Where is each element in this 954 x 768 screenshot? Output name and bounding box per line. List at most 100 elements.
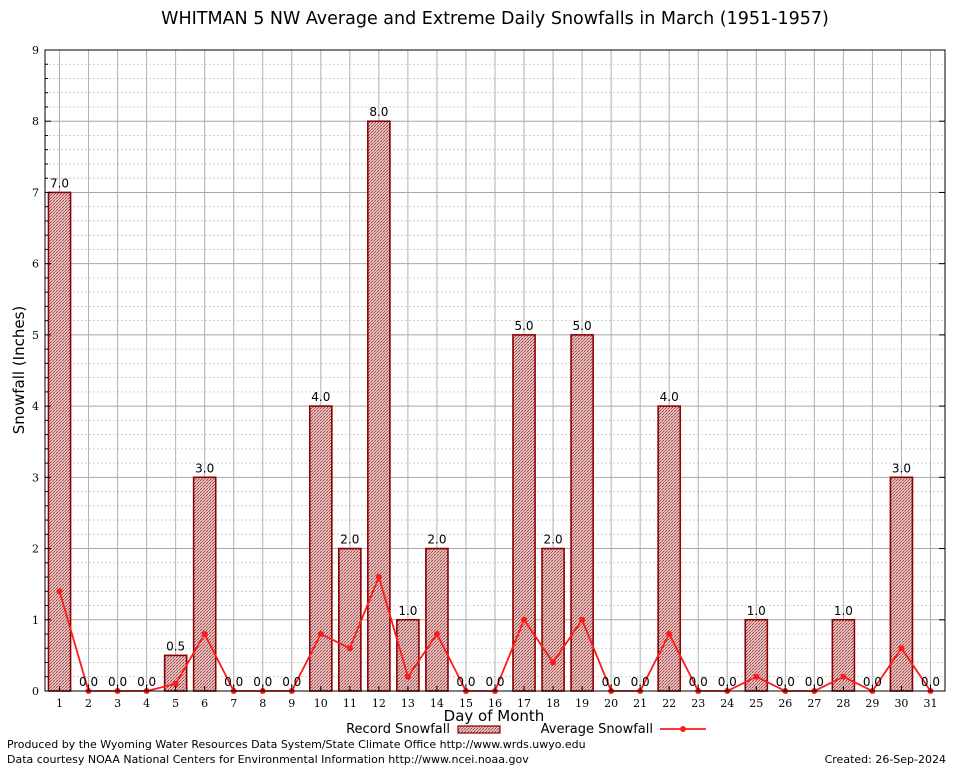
bar-value-label: 0.0	[689, 675, 708, 689]
x-tick-label: 24	[720, 697, 734, 710]
x-tick-label: 10	[314, 697, 328, 710]
bar-value-label: 0.0	[282, 675, 301, 689]
y-tick-label: 7	[32, 186, 39, 199]
average-point	[404, 673, 411, 680]
average-point	[840, 673, 847, 680]
bar-value-label: 5.0	[514, 319, 533, 333]
average-point	[579, 616, 586, 623]
bar-value-label: 0.0	[108, 675, 127, 689]
x-tick-label: 31	[923, 697, 937, 710]
bar-value-label: 0.0	[79, 675, 98, 689]
y-tick-label: 0	[32, 685, 39, 698]
bar-value-label: 1.0	[834, 604, 853, 618]
x-tick-label: 28	[836, 697, 850, 710]
bar-value-label: 0.0	[631, 675, 650, 689]
bar-value-label: 5.0	[573, 319, 592, 333]
y-tick-label: 9	[32, 44, 39, 57]
x-tick-label: 14	[430, 697, 444, 710]
x-tick-label: 5	[172, 697, 179, 710]
bar-value-label: 0.0	[456, 675, 475, 689]
bar-value-label: 2.0	[427, 533, 446, 547]
legend-average-marker	[680, 726, 686, 732]
bar-value-label: 2.0	[544, 533, 563, 547]
bar-value-label: 1.0	[747, 604, 766, 618]
x-tick-label: 6	[201, 697, 208, 710]
average-point	[172, 680, 179, 687]
plot-frame	[44, 49, 946, 692]
y-tick-label: 4	[32, 400, 39, 413]
average-point	[550, 659, 557, 666]
bar-value-label: 0.0	[485, 675, 504, 689]
x-tick-label: 17	[517, 697, 531, 710]
x-tick-label: 23	[691, 697, 705, 710]
bar-value-label: 4.0	[660, 390, 679, 404]
legend-record-swatch	[457, 725, 501, 734]
average-point	[375, 574, 382, 581]
bar-value-label: 0.0	[137, 675, 156, 689]
x-tick-label: 1	[56, 697, 63, 710]
average-point	[898, 645, 905, 652]
y-tick-label: 2	[32, 543, 39, 556]
record-bar	[425, 547, 449, 692]
y-tick-label: 6	[32, 258, 39, 271]
bar-value-label: 0.0	[718, 675, 737, 689]
average-point	[317, 631, 324, 638]
x-tick-label: 8	[259, 697, 266, 710]
x-tick-label: 12	[372, 697, 386, 710]
average-point	[753, 673, 760, 680]
legend: Record Snowfall Average Snowfall	[346, 722, 706, 737]
bar-value-label: 0.0	[863, 675, 882, 689]
x-tick-label: 21	[633, 697, 647, 710]
bar-value-label: 1.0	[398, 604, 417, 618]
x-tick-label: 22	[662, 697, 676, 710]
average-line	[56, 574, 934, 694]
x-tick-label: 26	[778, 697, 792, 710]
average-point	[56, 588, 63, 595]
x-tick-label: 27	[807, 697, 821, 710]
record-bar	[541, 547, 565, 692]
average-point	[666, 631, 673, 638]
footer-produced-by: Produced by the Wyoming Water Resources …	[7, 738, 586, 751]
average-point	[201, 631, 208, 638]
legend-record-label: Record Snowfall	[346, 722, 450, 737]
bar-value-label: 0.0	[253, 675, 272, 689]
bar-value-label: 2.0	[340, 533, 359, 547]
footer-created: Created: 26-Sep-2024	[824, 753, 946, 766]
x-axis-label: Day of Month	[444, 707, 545, 725]
average-point	[521, 616, 528, 623]
bar-value-label: 4.0	[311, 390, 330, 404]
bar-value-label: 0.0	[224, 675, 243, 689]
x-tick-label: 13	[401, 697, 415, 710]
x-tick-label: 20	[604, 697, 618, 710]
y-tick-label: 5	[32, 329, 39, 342]
x-tick-label: 2	[85, 697, 92, 710]
x-tick-label: 3	[114, 697, 121, 710]
bar-value-label: 0.0	[776, 675, 795, 689]
x-tick-label: 25	[749, 697, 763, 710]
x-tick-label: 30	[894, 697, 908, 710]
x-tick-label: 29	[865, 697, 879, 710]
footer-data-courtesy: Data courtesy NOAA National Centers for …	[7, 753, 529, 766]
bar-value-label: 7.0	[50, 176, 69, 190]
x-tick-label: 4	[143, 697, 150, 710]
average-point	[346, 645, 353, 652]
y-tick-label: 3	[32, 471, 39, 484]
record-bar	[338, 547, 362, 692]
bar-value-label: 8.0	[369, 105, 388, 119]
y-tick-label: 1	[32, 614, 39, 627]
bar-value-label: 0.0	[602, 675, 621, 689]
y-tick-label: 8	[32, 115, 39, 128]
x-tick-label: 19	[575, 697, 589, 710]
x-tick-label: 16	[488, 697, 502, 710]
x-tick-label: 9	[288, 697, 295, 710]
bar-value-label: 0.0	[805, 675, 824, 689]
legend-average-label: Average Snowfall	[541, 722, 653, 737]
bar-value-labels: 7.0 0.0 0.0 0.0 0.5 3.0 0.0 0.0 0.0 4.0 2.0 8.0 1.0 2…	[50, 105, 940, 689]
record-bar	[396, 618, 420, 692]
x-tick-label: 18	[546, 697, 560, 710]
x-tick-label: 15	[459, 697, 473, 710]
bar-value-label: 3.0	[195, 461, 214, 475]
y-axis-label: Snowfall (Inches)	[10, 306, 28, 434]
